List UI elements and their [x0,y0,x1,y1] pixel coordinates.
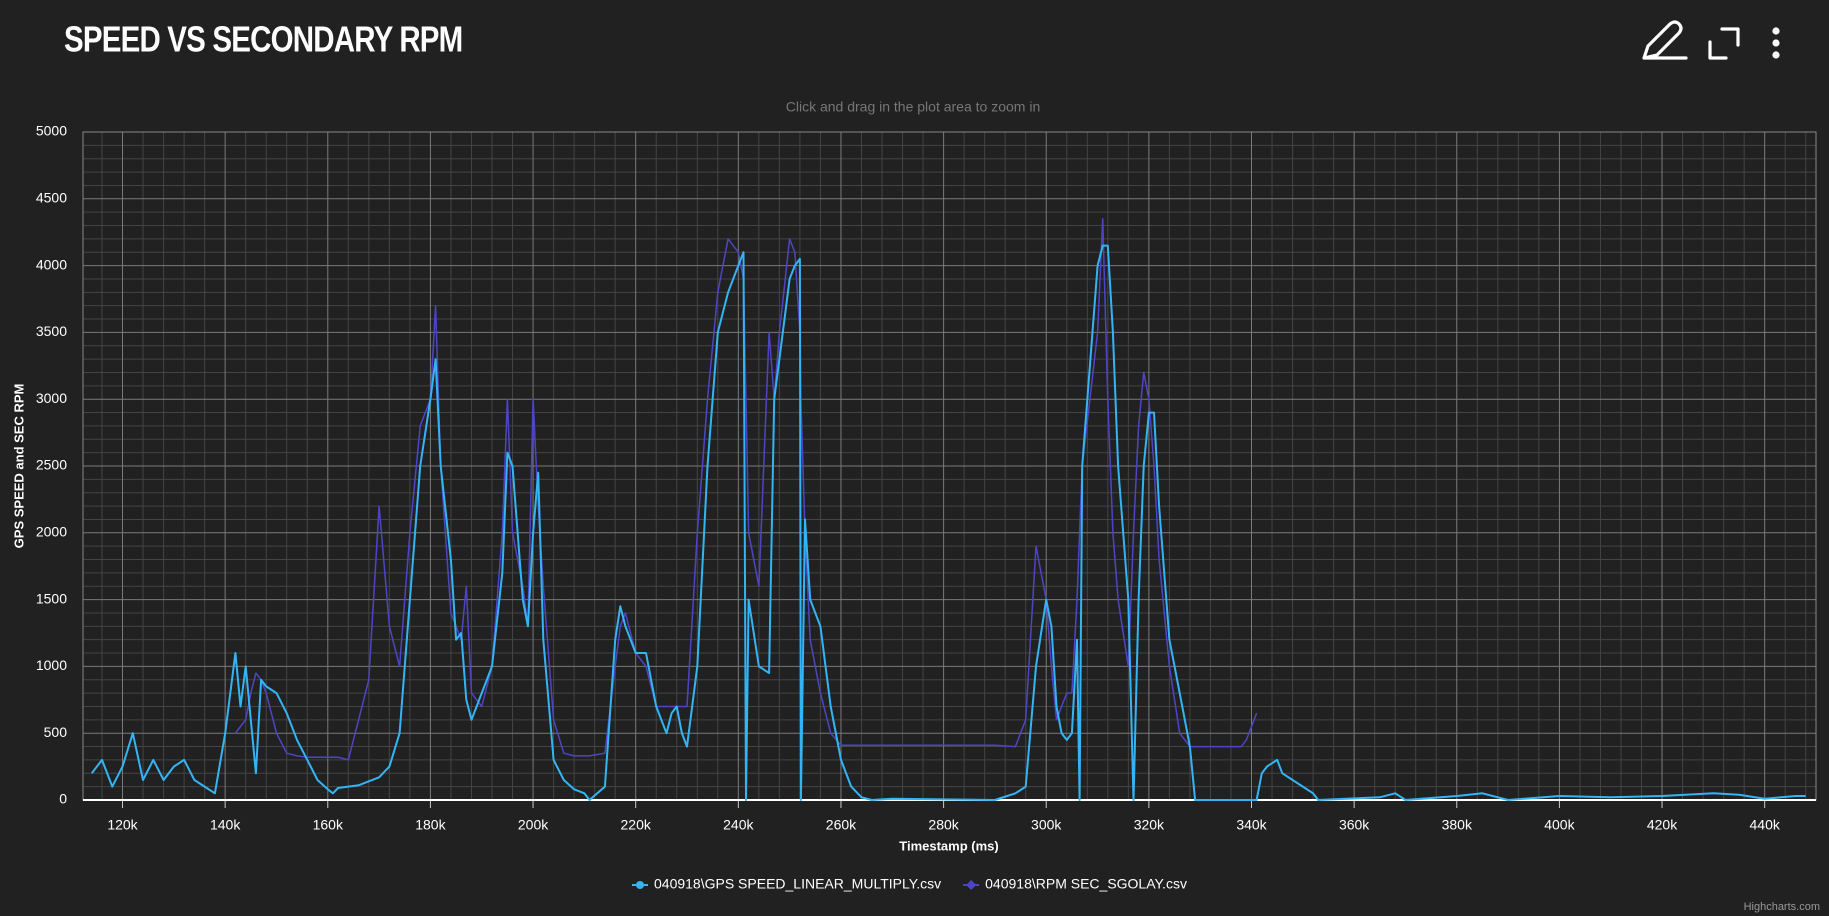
y-tick-label: 3000 [36,390,67,406]
y-tick-label: 2500 [36,457,67,473]
menu-button[interactable] [1772,27,1780,59]
x-tick-label: 320k [1134,817,1165,833]
legend-marker [966,880,977,890]
series-line [234,218,1258,761]
x-tick-label: 400k [1544,817,1575,833]
y-tick-label: 500 [44,724,68,740]
y-axis-title: GPS SPEED and SEC RPM [11,384,26,549]
x-tick-label: 440k [1750,817,1781,833]
y-tick-label: 4000 [36,256,67,272]
legend-label: 040918\RPM SEC_SGOLAY.csv [985,876,1187,892]
legend-marker [636,881,644,889]
x-tick-label: 220k [621,817,652,833]
grid [83,131,1816,801]
x-axis-title: Timestamp (ms) [899,838,998,853]
chart-subtitle: Click and drag in the plot area to zoom … [786,99,1040,115]
y-tick-label: 3500 [36,323,67,339]
y-tick-label: 0 [59,791,67,807]
y-tick-label: 1500 [36,590,67,606]
x-tick-label: 180k [415,817,446,833]
x-tick-label: 200k [518,817,549,833]
fullscreen-button[interactable] [1708,27,1740,60]
x-tick-label: 160k [313,817,344,833]
x-tick-label: 420k [1647,817,1678,833]
chart-title: SPEED VS SECONDARY RPM [64,19,462,59]
y-tick-label: 4500 [36,190,67,206]
y-tick-label: 5000 [36,123,67,139]
y-tick-label: 1000 [36,657,67,673]
x-tick-label: 300k [1031,817,1062,833]
x-tick-label: 280k [928,817,959,833]
legend-item[interactable]: 040918\RPM SEC_SGOLAY.csv [963,876,1187,892]
x-tick-label: 360k [1339,817,1370,833]
x-tick-label: 240k [723,817,754,833]
edit-button[interactable] [1642,20,1688,60]
x-tick-label: 340k [1236,817,1267,833]
series-line [90,244,1806,801]
credits[interactable]: Highcharts.com [1744,901,1820,913]
x-tick-label: 120k [107,817,138,833]
legend-item[interactable]: 040918\GPS SPEED_LINEAR_MULTIPLY.csv [632,876,941,892]
legend-label: 040918\GPS SPEED_LINEAR_MULTIPLY.csv [654,876,941,892]
x-tick-label: 260k [826,817,857,833]
x-tick-label: 140k [210,817,241,833]
y-tick-label: 2000 [36,524,67,540]
x-tick-label: 380k [1442,817,1473,833]
